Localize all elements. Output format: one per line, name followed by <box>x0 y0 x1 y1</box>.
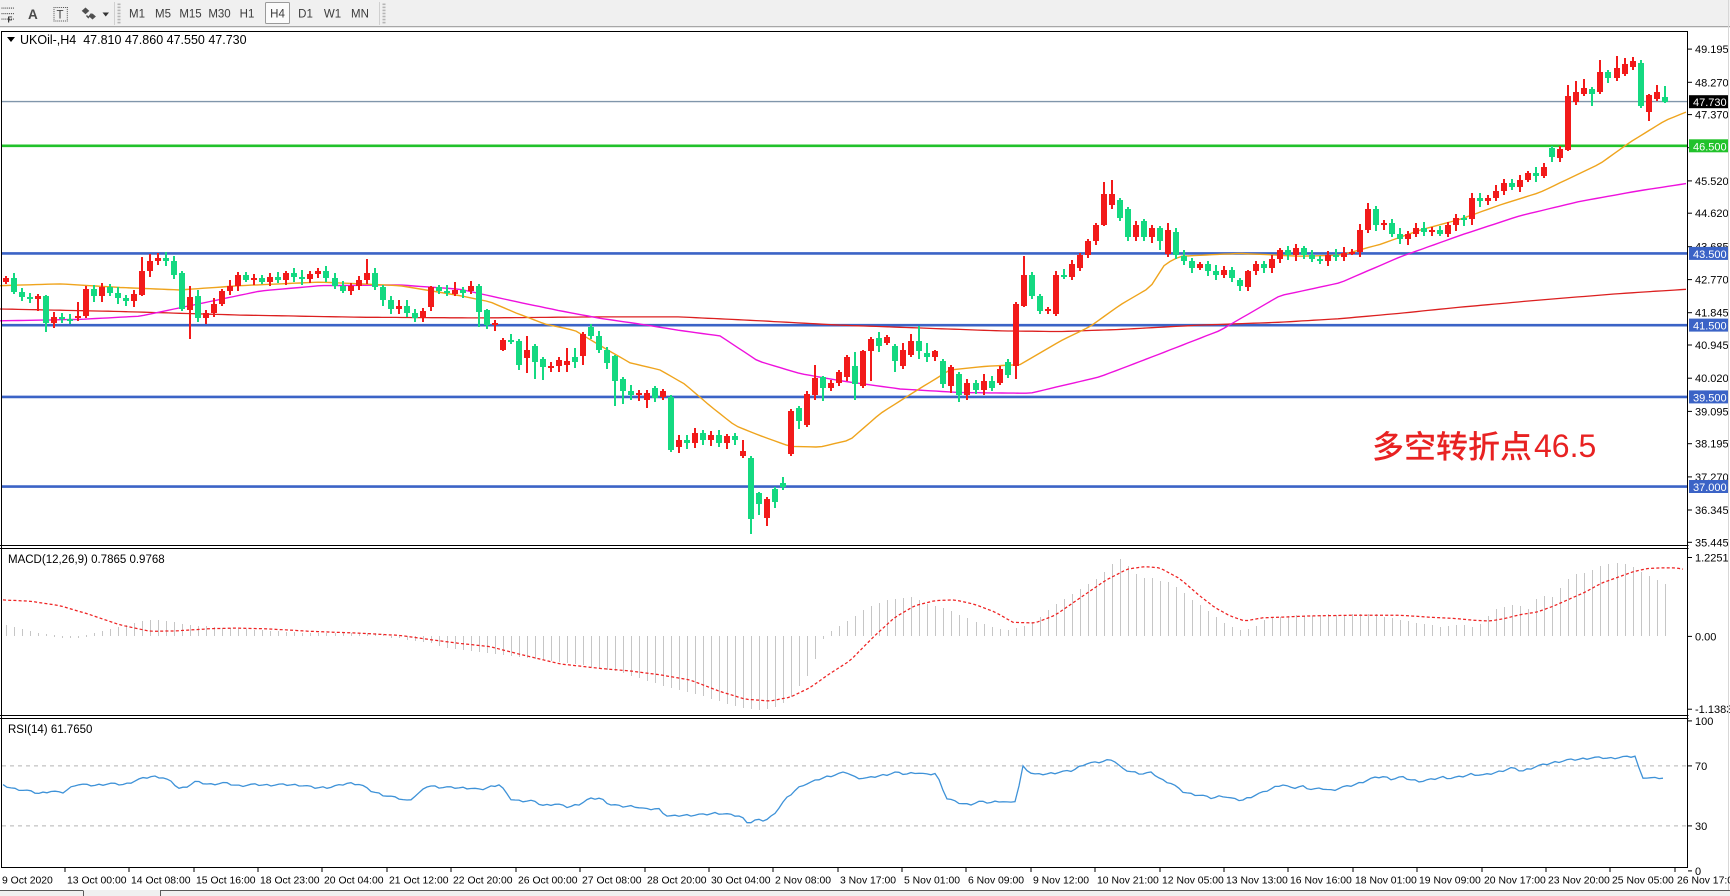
svg-text:45.520: 45.520 <box>1695 176 1729 188</box>
svg-text:5 Nov 01:00: 5 Nov 01:00 <box>904 876 960 887</box>
svg-text:13 Oct 00:00: 13 Oct 00:00 <box>67 876 127 887</box>
svg-text:15 Oct 16:00: 15 Oct 16:00 <box>196 876 256 887</box>
svg-text:70: 70 <box>1695 761 1707 773</box>
svg-text:0: 0 <box>1695 866 1701 878</box>
svg-text:H1: H1 <box>240 9 255 21</box>
svg-text:30: 30 <box>1695 821 1707 833</box>
svg-text:40.020: 40.020 <box>1695 373 1729 385</box>
svg-text:35.445: 35.445 <box>1695 537 1729 549</box>
svg-text:39.095: 39.095 <box>1695 406 1729 418</box>
svg-text:46.5: 46.5 <box>1534 428 1596 464</box>
svg-text:46.500: 46.500 <box>1693 141 1727 153</box>
svg-text:18 Nov 01:00: 18 Nov 01:00 <box>1355 876 1417 887</box>
svg-text:M5: M5 <box>155 9 171 21</box>
svg-text:21 Oct 12:00: 21 Oct 12:00 <box>389 876 449 887</box>
svg-text:19 Nov 09:00: 19 Nov 09:00 <box>1419 876 1481 887</box>
svg-text:9 Nov 12:00: 9 Nov 12:00 <box>1033 876 1089 887</box>
svg-text:14 Oct 08:00: 14 Oct 08:00 <box>131 876 191 887</box>
svg-text:40.945: 40.945 <box>1695 340 1729 352</box>
svg-text:23 Nov 20:00: 23 Nov 20:00 <box>1548 876 1610 887</box>
svg-text:A: A <box>28 7 38 22</box>
svg-text:H4: H4 <box>270 9 285 21</box>
svg-text:49.195: 49.195 <box>1695 44 1729 56</box>
svg-text:42.770: 42.770 <box>1695 275 1729 287</box>
svg-text:22 Oct 20:00: 22 Oct 20:00 <box>453 876 513 887</box>
svg-text:47.370: 47.370 <box>1695 110 1729 122</box>
svg-text:MACD(12,26,9) 0.7865 0.9768: MACD(12,26,9) 0.7865 0.9768 <box>8 554 165 566</box>
svg-text:20 Oct 04:00: 20 Oct 04:00 <box>324 876 384 887</box>
svg-text:D1: D1 <box>298 9 313 21</box>
svg-text:47.730: 47.730 <box>1693 97 1727 109</box>
svg-text:26 Nov 17:00: 26 Nov 17:00 <box>1677 876 1730 887</box>
svg-text:12 Nov 05:00: 12 Nov 05:00 <box>1162 876 1224 887</box>
svg-text:W1: W1 <box>324 9 341 21</box>
svg-text:3 Nov 17:00: 3 Nov 17:00 <box>840 876 896 887</box>
svg-text:44.620: 44.620 <box>1695 208 1729 220</box>
svg-text:27 Oct 08:00: 27 Oct 08:00 <box>582 876 642 887</box>
svg-text:2 Nov 08:00: 2 Nov 08:00 <box>775 876 831 887</box>
svg-text:9 Oct 2020: 9 Oct 2020 <box>2 876 53 887</box>
svg-text:10 Nov 21:00: 10 Nov 21:00 <box>1097 876 1159 887</box>
svg-text:100: 100 <box>1695 716 1713 728</box>
svg-text:M30: M30 <box>208 9 230 21</box>
svg-text:1.2251: 1.2251 <box>1695 553 1729 565</box>
svg-text:28 Oct 20:00: 28 Oct 20:00 <box>647 876 707 887</box>
svg-text:43.500: 43.500 <box>1693 249 1727 261</box>
svg-text:F: F <box>8 16 13 25</box>
svg-text:M15: M15 <box>179 9 201 21</box>
svg-text:UKOil-,H4 47.810 47.860 47.55: UKOil-,H4 47.810 47.860 47.550 47.730 <box>20 33 247 47</box>
svg-text:18 Oct 23:00: 18 Oct 23:00 <box>260 876 320 887</box>
svg-text:30 Oct 04:00: 30 Oct 04:00 <box>711 876 771 887</box>
svg-text:41.845: 41.845 <box>1695 308 1729 320</box>
svg-text:25 Nov 05:00: 25 Nov 05:00 <box>1612 876 1674 887</box>
svg-text:41.500: 41.500 <box>1693 321 1727 333</box>
svg-text:MN: MN <box>351 9 369 21</box>
svg-text:T: T <box>57 10 64 22</box>
svg-text:-1.1383: -1.1383 <box>1695 704 1730 716</box>
svg-text:38.195: 38.195 <box>1695 439 1729 451</box>
svg-text:48.270: 48.270 <box>1695 77 1729 89</box>
svg-text:16 Nov 16:00: 16 Nov 16:00 <box>1290 876 1352 887</box>
svg-text:M1: M1 <box>129 9 145 21</box>
svg-text:0.00: 0.00 <box>1695 631 1716 643</box>
svg-text:36.345: 36.345 <box>1695 505 1729 517</box>
svg-text:6 Nov 09:00: 6 Nov 09:00 <box>968 876 1024 887</box>
svg-text:39.500: 39.500 <box>1693 392 1727 404</box>
svg-text:37.000: 37.000 <box>1693 482 1727 494</box>
svg-text:RSI(14) 61.7650: RSI(14) 61.7650 <box>8 724 92 736</box>
svg-text:20 Nov 17:00: 20 Nov 17:00 <box>1484 876 1546 887</box>
svg-text:13 Nov 13:00: 13 Nov 13:00 <box>1226 876 1288 887</box>
svg-text:26 Oct 00:00: 26 Oct 00:00 <box>518 876 578 887</box>
